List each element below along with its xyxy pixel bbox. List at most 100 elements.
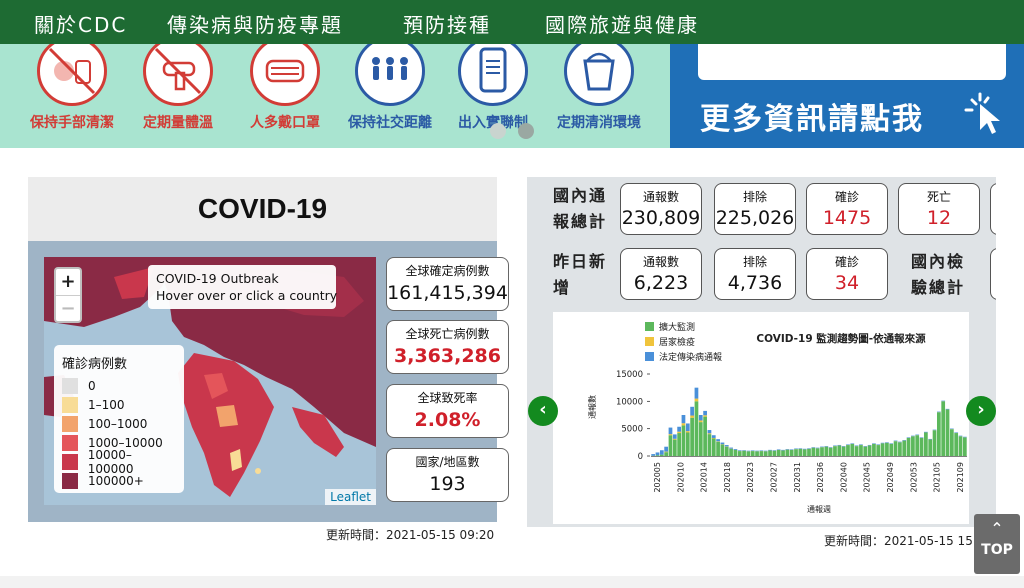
bar-2-30	[781, 449, 785, 451]
chart-prev-button[interactable]: ‹	[528, 396, 558, 426]
legend-label-0: 擴大監測	[659, 321, 695, 333]
bar-2-47	[854, 445, 859, 447]
x-axis-title: 通報週	[807, 504, 831, 514]
bar-2-42	[833, 445, 837, 447]
chevron-up-icon: ⌃	[990, 519, 1004, 538]
bar-2-9	[690, 406, 694, 416]
total-excluded-box: 排除 225,026	[714, 183, 796, 235]
y-axis-title: 通報數	[587, 395, 597, 419]
x-tick-label-13: 202109	[956, 462, 965, 493]
bar-0-30	[781, 450, 785, 456]
carousel-dot-2[interactable]	[518, 123, 534, 139]
box-label: 通報數	[642, 255, 679, 269]
tip-label: 出入實聯制	[458, 115, 528, 131]
bar-2-71	[958, 435, 963, 437]
leaflet-attribution[interactable]: Leaflet	[325, 489, 376, 505]
total-deaths-box: 死亡 12	[898, 183, 980, 235]
bar-2-53	[880, 442, 885, 444]
bar-0-60	[911, 436, 915, 456]
zoom-in-button[interactable]: +	[60, 271, 76, 292]
legend-label: 0	[88, 378, 96, 393]
bar-0-42	[833, 446, 837, 456]
box-label: 排除	[742, 190, 767, 204]
legend-row: 100–1000	[62, 414, 176, 433]
bar-1-8	[685, 431, 690, 433]
tip-label: 保持社交距離	[348, 115, 432, 131]
legend-label-1: 居家檢疫	[659, 336, 695, 348]
y-tick-label-0: 0	[638, 452, 643, 462]
bar-0-18	[729, 448, 733, 456]
more-info-promo[interactable]: 更多資訊請點我	[670, 44, 1024, 148]
tip-label: 定期清消環境	[557, 115, 641, 131]
bar-0-27	[768, 450, 772, 456]
bar-2-67	[941, 400, 946, 402]
x-tick-label-0: 202005	[653, 462, 662, 493]
bar-0-20	[737, 451, 742, 456]
bar-2-28	[772, 450, 777, 451]
bar-0-54	[885, 442, 889, 456]
mask-icon	[250, 44, 320, 106]
stat-label: 國家/地區數	[415, 455, 480, 469]
bar-0-56	[893, 441, 898, 456]
legend-rows: 0 1–100 100–1000 1000–10000 10000–100000 1000…	[62, 376, 176, 490]
domestic-tests-label: 國內檢 驗總計	[911, 249, 965, 301]
bar-2-62	[919, 437, 924, 438]
bar-2-1	[655, 452, 660, 456]
next-box-partial	[990, 183, 996, 235]
bar-0-50	[867, 445, 872, 456]
label-line: 增	[553, 278, 572, 297]
bar-0-3	[664, 452, 669, 456]
footer-band	[0, 576, 1024, 588]
bar-0-10	[694, 401, 699, 456]
map-legend: 確診病例數 0 1–100 100–1000 1000–10000 10000–1000…	[54, 345, 184, 493]
x-tick-label-12: 202105	[933, 462, 942, 493]
bar-0-51	[872, 443, 876, 456]
tip-mask: 人多戴口罩	[230, 44, 340, 148]
bar-0-68	[945, 409, 950, 456]
bar-0-34	[798, 448, 803, 456]
nav-item-about-cdc[interactable]: 關於CDC	[34, 13, 128, 37]
tip-hand-hygiene: 保持手部清潔	[17, 44, 127, 148]
world-map[interactable]: + − COVID-19 Outbreak Hover over or clic…	[44, 257, 376, 505]
box-value: 1475	[822, 207, 872, 229]
x-tick-label-9: 202045	[863, 462, 872, 493]
bar-0-55	[889, 443, 894, 456]
bar-1-13	[707, 433, 712, 435]
nav-item-disease-topics[interactable]: 傳染病與防疫專題	[167, 13, 343, 37]
zoom-out-button[interactable]: −	[56, 295, 80, 321]
bar-2-52	[876, 444, 881, 445]
nav-item-vaccination[interactable]: 預防接種	[403, 13, 491, 37]
chart-next-button[interactable]: ›	[966, 396, 996, 426]
promo-text: 更多資訊請點我	[700, 102, 924, 137]
bar-2-6	[677, 426, 682, 432]
bar-0-52	[876, 445, 881, 456]
carousel-dot-1[interactable]	[490, 123, 506, 139]
nav-item-travel-health[interactable]: 國際旅遊與健康	[545, 13, 699, 37]
bar-2-58	[902, 440, 907, 441]
top-nav: 關於CDC 傳染病與防疫專題 預防接種 國際旅遊與健康	[0, 0, 1024, 44]
bar-0-31	[785, 449, 790, 456]
stat-label: 全球死亡病例數	[405, 327, 490, 341]
legend-label: 1000–10000	[88, 435, 163, 450]
label-line: 國內檢	[911, 252, 966, 271]
bar-2-24	[755, 450, 759, 452]
bar-0-19	[733, 449, 738, 456]
bar-2-63	[924, 431, 928, 433]
box-value: 12	[926, 207, 952, 229]
bar-2-56	[893, 440, 898, 442]
back-to-top-button[interactable]: ⌃ TOP	[974, 514, 1020, 574]
bar-2-10	[694, 387, 699, 399]
bar-2-55	[889, 443, 894, 444]
info-line-2: Hover over or click a country	[156, 288, 338, 303]
legend-swatch	[62, 396, 78, 413]
bar-2-40	[824, 446, 829, 447]
bar-0-12	[703, 416, 707, 456]
bar-0-44	[841, 446, 846, 456]
banner-carousel[interactable]: 保持手部清潔 定期量體溫 人多戴口罩 保持社交距離 出入實聯制	[0, 44, 1024, 148]
y-tick-label-1: 5000	[621, 425, 643, 435]
x-tick-label-5: 202027	[770, 462, 779, 493]
bar-2-12	[703, 410, 707, 416]
bar-0-65	[932, 430, 937, 456]
legend-row: 1000–10000	[62, 433, 176, 452]
phone-icon	[458, 44, 528, 106]
